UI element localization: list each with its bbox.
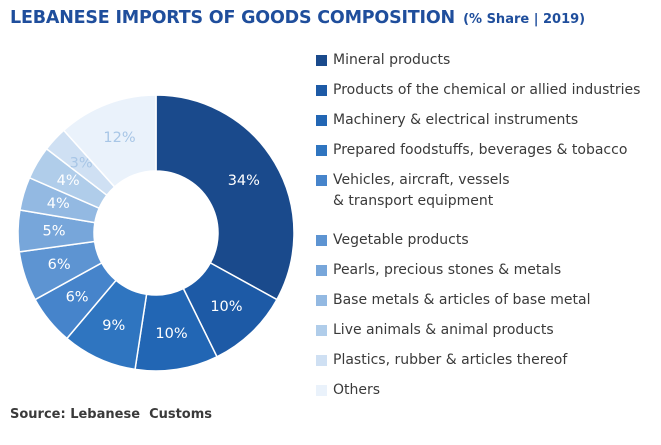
legend-swatch	[316, 235, 327, 246]
chart-title: LEBANESE IMPORTS OF GOODS COMPOSITION	[10, 8, 455, 28]
legend-swatch	[316, 85, 327, 96]
legend-swatch	[316, 175, 327, 186]
legend-item-live-animals-animal-products: Live animals & animal products	[316, 320, 640, 350]
legend-item-others: Others	[316, 380, 640, 410]
legend-item-machinery-electrical-instruments: Machinery & electrical instruments	[316, 110, 640, 140]
legend-item-vegetable-products: Vegetable products	[316, 230, 640, 260]
slice-label-plastics-rubber-articles-thereof: 3%	[70, 156, 93, 172]
slice-label-others: 12%	[103, 130, 135, 146]
slice-label-products-of-the-chemical-or-allied-industries: 10%	[210, 299, 242, 315]
slice-label-vegetable-products: 6%	[48, 257, 71, 273]
chart-legend: Mineral products Products of the chemical…	[316, 50, 640, 410]
source-note: Source: Lebanese Customs	[10, 407, 213, 422]
chart-subtitle: (% Share | 2019)	[463, 12, 586, 27]
legend-swatch	[316, 355, 327, 366]
legend-swatch	[316, 295, 327, 306]
legend-item-products-of-the-chemical-or-allied-industries: Products of the chemical or allied indus…	[316, 80, 640, 110]
slice-label-vehicles-aircraft-vessels-transport-equipment: 6%	[66, 290, 89, 306]
legend-label: Base metals & articles of base metal	[333, 292, 591, 308]
legend-label: Pearls, precious stones & metals	[333, 262, 562, 278]
legend-swatch	[316, 265, 327, 276]
legend-swatch	[316, 115, 327, 126]
legend-item-vehicles-aircraft-vessels-transport-equipment: Vehicles, aircraft, vessels & transport …	[316, 170, 640, 230]
legend-label: Prepared foodstuffs, beverages & tobacco	[333, 142, 628, 158]
legend-label: Vegetable products	[333, 232, 469, 248]
legend-item-mineral-products: Mineral products	[316, 50, 640, 80]
slice-label-machinery-electrical-instruments: 10%	[155, 326, 187, 342]
legend-label: Machinery & electrical instruments	[333, 112, 579, 128]
legend-label: Vehicles, aircraft, vessels & transport …	[333, 172, 510, 209]
legend-swatch	[316, 145, 327, 156]
chart-title-block: LEBANESE IMPORTS OF GOODS COMPOSITION (%…	[10, 8, 585, 28]
slice-label-prepared-foodstuffs-beverages-tobacco: 9%	[102, 318, 125, 334]
legend-swatch	[316, 325, 327, 336]
slice-label-base-metals-articles-of-base-metal: 4%	[47, 196, 70, 212]
legend-label: Mineral products	[333, 52, 451, 68]
slice-others	[62, 94, 157, 188]
legend-label: Live animals & animal products	[333, 322, 554, 338]
slice-label-live-animals-animal-products: 4%	[57, 173, 80, 189]
legend-item-plastics-rubber-articles-thereof: Plastics, rubber & articles thereof	[316, 350, 640, 380]
legend-item-pearls-precious-stones-metals: Pearls, precious stones & metals	[316, 260, 640, 290]
slice-label-pearls-precious-stones-metals: 5%	[43, 223, 66, 239]
legend-label: Others	[333, 382, 381, 398]
legend-label: Plastics, rubber & articles thereof	[333, 352, 568, 368]
slice-label-mineral-products: 34%	[228, 173, 260, 189]
legend-item-prepared-foodstuffs-beverages-tobacco: Prepared foodstuffs, beverages & tobacco	[316, 140, 640, 170]
slice-mineral-products	[155, 94, 295, 301]
legend-label: Products of the chemical or allied indus…	[333, 82, 641, 98]
legend-swatch	[316, 55, 327, 66]
legend-swatch	[316, 385, 327, 396]
legend-item-base-metals-articles-of-base-metal: Base metals & articles of base metal	[316, 290, 640, 320]
